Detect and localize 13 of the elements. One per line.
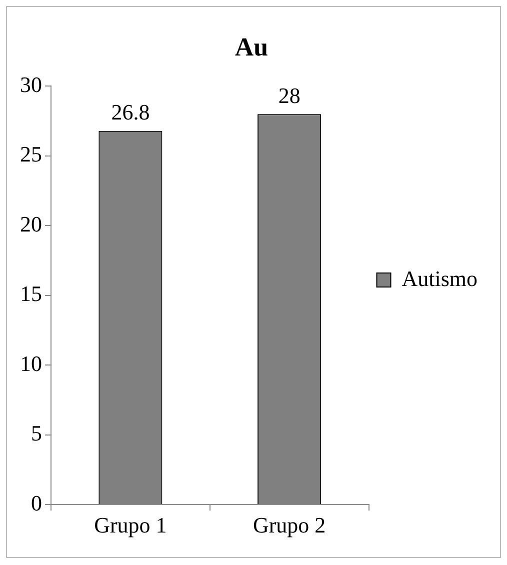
chart-title: Au xyxy=(234,32,268,62)
x-tick-label: Grupo 2 xyxy=(252,512,326,538)
y-tick-label: 15 xyxy=(20,281,42,306)
legend-label: Autismo xyxy=(402,266,478,291)
data-label: 26.8 xyxy=(111,100,150,125)
y-tick-label: 5 xyxy=(31,420,42,446)
y-tick-label: 0 xyxy=(31,490,42,516)
y-tick-label: 20 xyxy=(20,211,42,236)
x-tick-label: Grupo 1 xyxy=(94,512,167,538)
y-tick-label: 10 xyxy=(20,350,42,376)
y-tick-label: 30 xyxy=(20,72,42,97)
data-label: 28 xyxy=(278,82,300,108)
y-tick-label: 25 xyxy=(20,142,42,167)
